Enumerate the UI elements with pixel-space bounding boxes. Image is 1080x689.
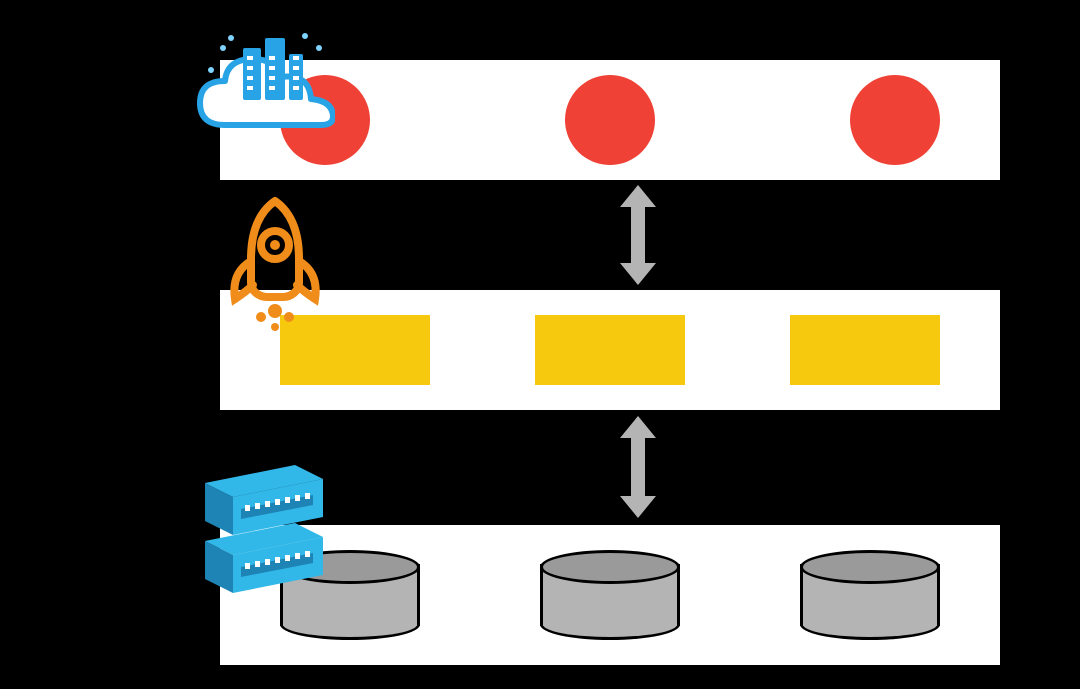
- app-node: [565, 75, 655, 165]
- storage-node: [540, 550, 680, 640]
- bidirectional-arrow-icon: [620, 185, 656, 285]
- cloud-city-icon: [195, 30, 335, 140]
- service-node: [535, 315, 685, 385]
- rocket-icon: [225, 195, 325, 335]
- service-node: [790, 315, 940, 385]
- server-icon: [195, 455, 325, 595]
- app-node: [850, 75, 940, 165]
- layer-band-storage: [220, 525, 1000, 665]
- bidirectional-arrow-icon: [620, 416, 656, 518]
- layer-band-service: [220, 290, 1000, 410]
- storage-node: [800, 550, 940, 640]
- layer-band-app: [220, 60, 1000, 180]
